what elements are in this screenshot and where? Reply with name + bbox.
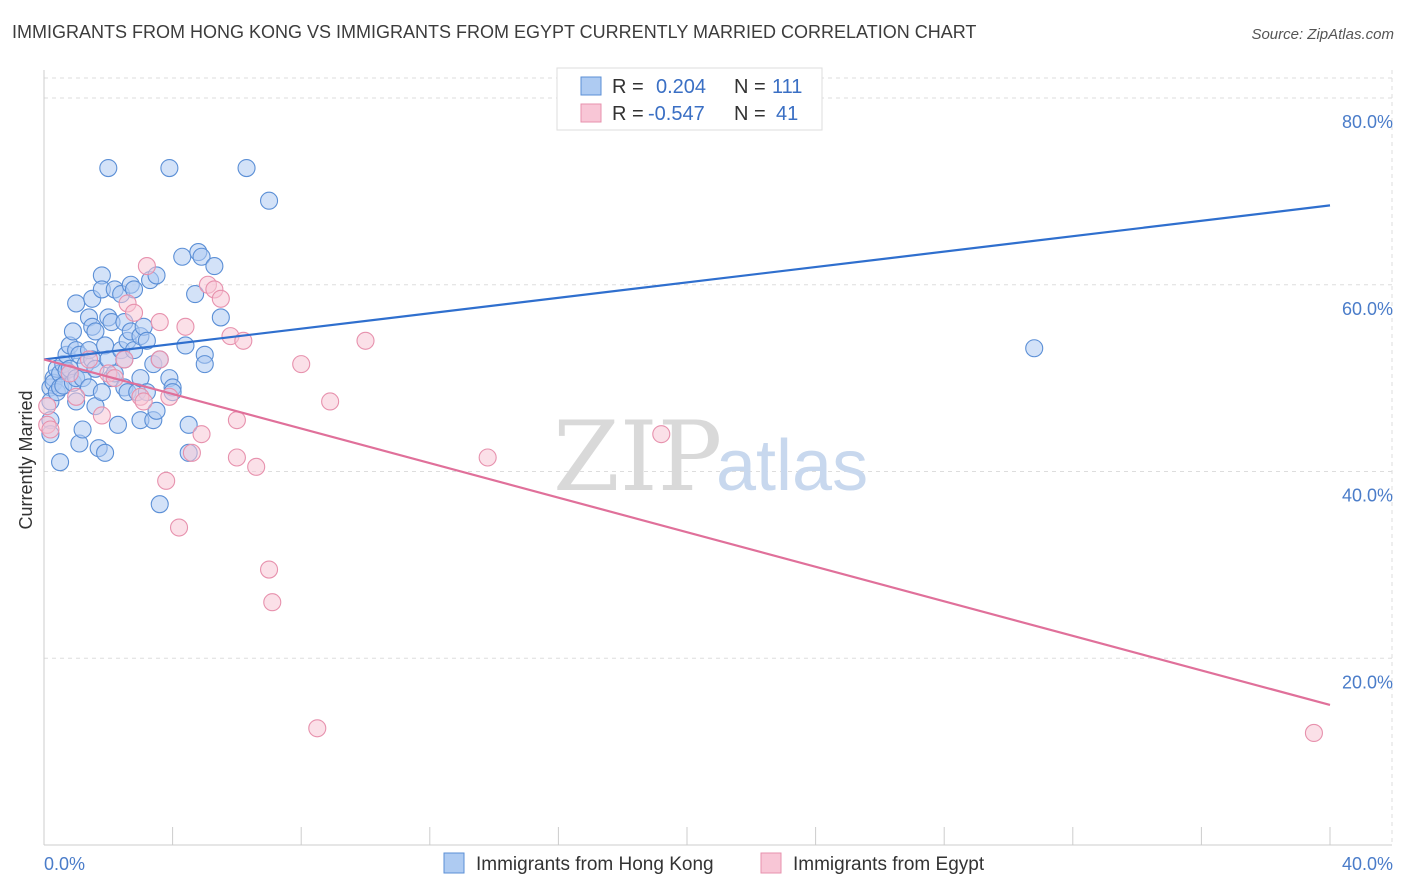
bottom-legend-swatch-egypt [760,852,782,874]
hong-kong-point [179,415,198,434]
hong-kong-point [205,257,224,276]
egypt-point [182,443,201,462]
egypt-point [150,313,169,332]
egypt-point [134,392,153,411]
egypt-point [150,350,169,369]
egypt-point [38,397,57,416]
egypt-point [227,411,246,430]
hong-kong-point [192,247,211,266]
egypt-point [41,420,60,439]
egypt-point [308,719,327,738]
egypt-point [60,364,79,383]
y-tick-label: 20.0% [1342,672,1393,692]
egypt-point [67,387,86,406]
legend-swatch-egypt [580,103,602,123]
egypt-point [92,406,111,425]
hong-kong-point [108,415,127,434]
hong-kong-point [237,158,256,178]
hong-kong-point [186,285,205,304]
trend-lines [43,204,1331,707]
egypt-point [292,355,311,374]
chart-title: IMMIGRANTS FROM HONG KONG VS IMMIGRANTS … [12,22,976,42]
egypt-point [124,303,144,322]
egypt-point [1304,723,1323,743]
watermark: ZIP atlas [553,401,868,513]
legend-r-label-egypt: R = [612,103,644,125]
trend-line-egypt [43,358,1331,707]
legend-n-label-egypt: N = [734,103,766,125]
y-tick-label: 80.0% [1342,112,1393,132]
x-tick-label: 0.0% [44,854,85,874]
egypt-point [263,593,282,612]
legend-r-label-hong-kong: R = [612,76,644,98]
egypt-point [259,560,279,579]
x-tick-label: 40.0% [1342,854,1393,874]
y-tick-labels: 20.0% 40.0% 60.0% 80.0% [1342,112,1393,692]
watermark-atlas: atlas [716,426,868,506]
egypt-point [652,425,671,444]
legend-n-value-hong-kong: 111 [772,76,802,98]
egypt-point [169,518,189,537]
legend-n-label-hong-kong: N = [734,76,766,98]
hong-kong-point [211,308,230,327]
legend-n-value-egypt: 41 [776,103,798,125]
hong-kong-point [67,294,86,313]
watermark-zip: ZIP [553,401,722,513]
x-tick-labels: 0.0% 40.0% [44,854,1393,874]
hong-kong-point [63,322,82,341]
hong-kong-point [150,495,169,514]
hong-kong-point [51,453,70,472]
egypt-point [247,457,266,476]
egypt-point [176,317,195,336]
axes [43,70,1392,846]
series-legend: Immigrants from Hong Kong Immigrants fro… [443,852,985,875]
egypt-point [211,289,230,308]
y-tick-label: 60.0% [1342,299,1393,319]
hong-kong-point [99,158,118,178]
correlation-legend: R = 0.204 N = 111 R = -0.547 N = 41 [556,67,823,131]
hong-kong-point [259,191,279,210]
series-egypt-points [38,257,1323,743]
egypt-point [478,448,497,467]
hong-kong-point [86,322,105,341]
legend-swatch-hong-kong [580,76,602,96]
egypt-point [192,425,211,444]
hong-kong-point [1025,339,1044,358]
hong-kong-point [173,247,192,266]
bottom-legend-label-egypt: Immigrants from Egypt [793,854,985,875]
egypt-point [137,257,156,276]
hong-kong-point [96,443,115,462]
hong-kong-point [176,336,195,355]
egypt-point [115,350,134,369]
egypt-point [356,331,375,350]
legend-r-value-hong-kong: 0.204 [656,76,706,98]
chart-source: Source: ZipAtlas.com [1251,26,1394,43]
legend-r-value-egypt: -0.547 [648,103,705,125]
hong-kong-point [147,401,166,420]
bottom-legend-label-hong-kong: Immigrants from Hong Kong [476,854,714,875]
egypt-point [227,448,246,467]
egypt-point [321,392,340,411]
bottom-legend-swatch-hong-kong [443,852,465,874]
hong-kong-point [92,383,111,402]
egypt-point [157,471,176,490]
hong-kong-point [160,158,179,178]
hong-kong-point [137,331,156,350]
y-axis-label: Currently Married [16,390,36,529]
hong-kong-point [73,420,92,439]
trend-line-hong-kong [43,204,1331,361]
hong-kong-point [195,355,214,374]
y-tick-label: 40.0% [1342,486,1393,506]
